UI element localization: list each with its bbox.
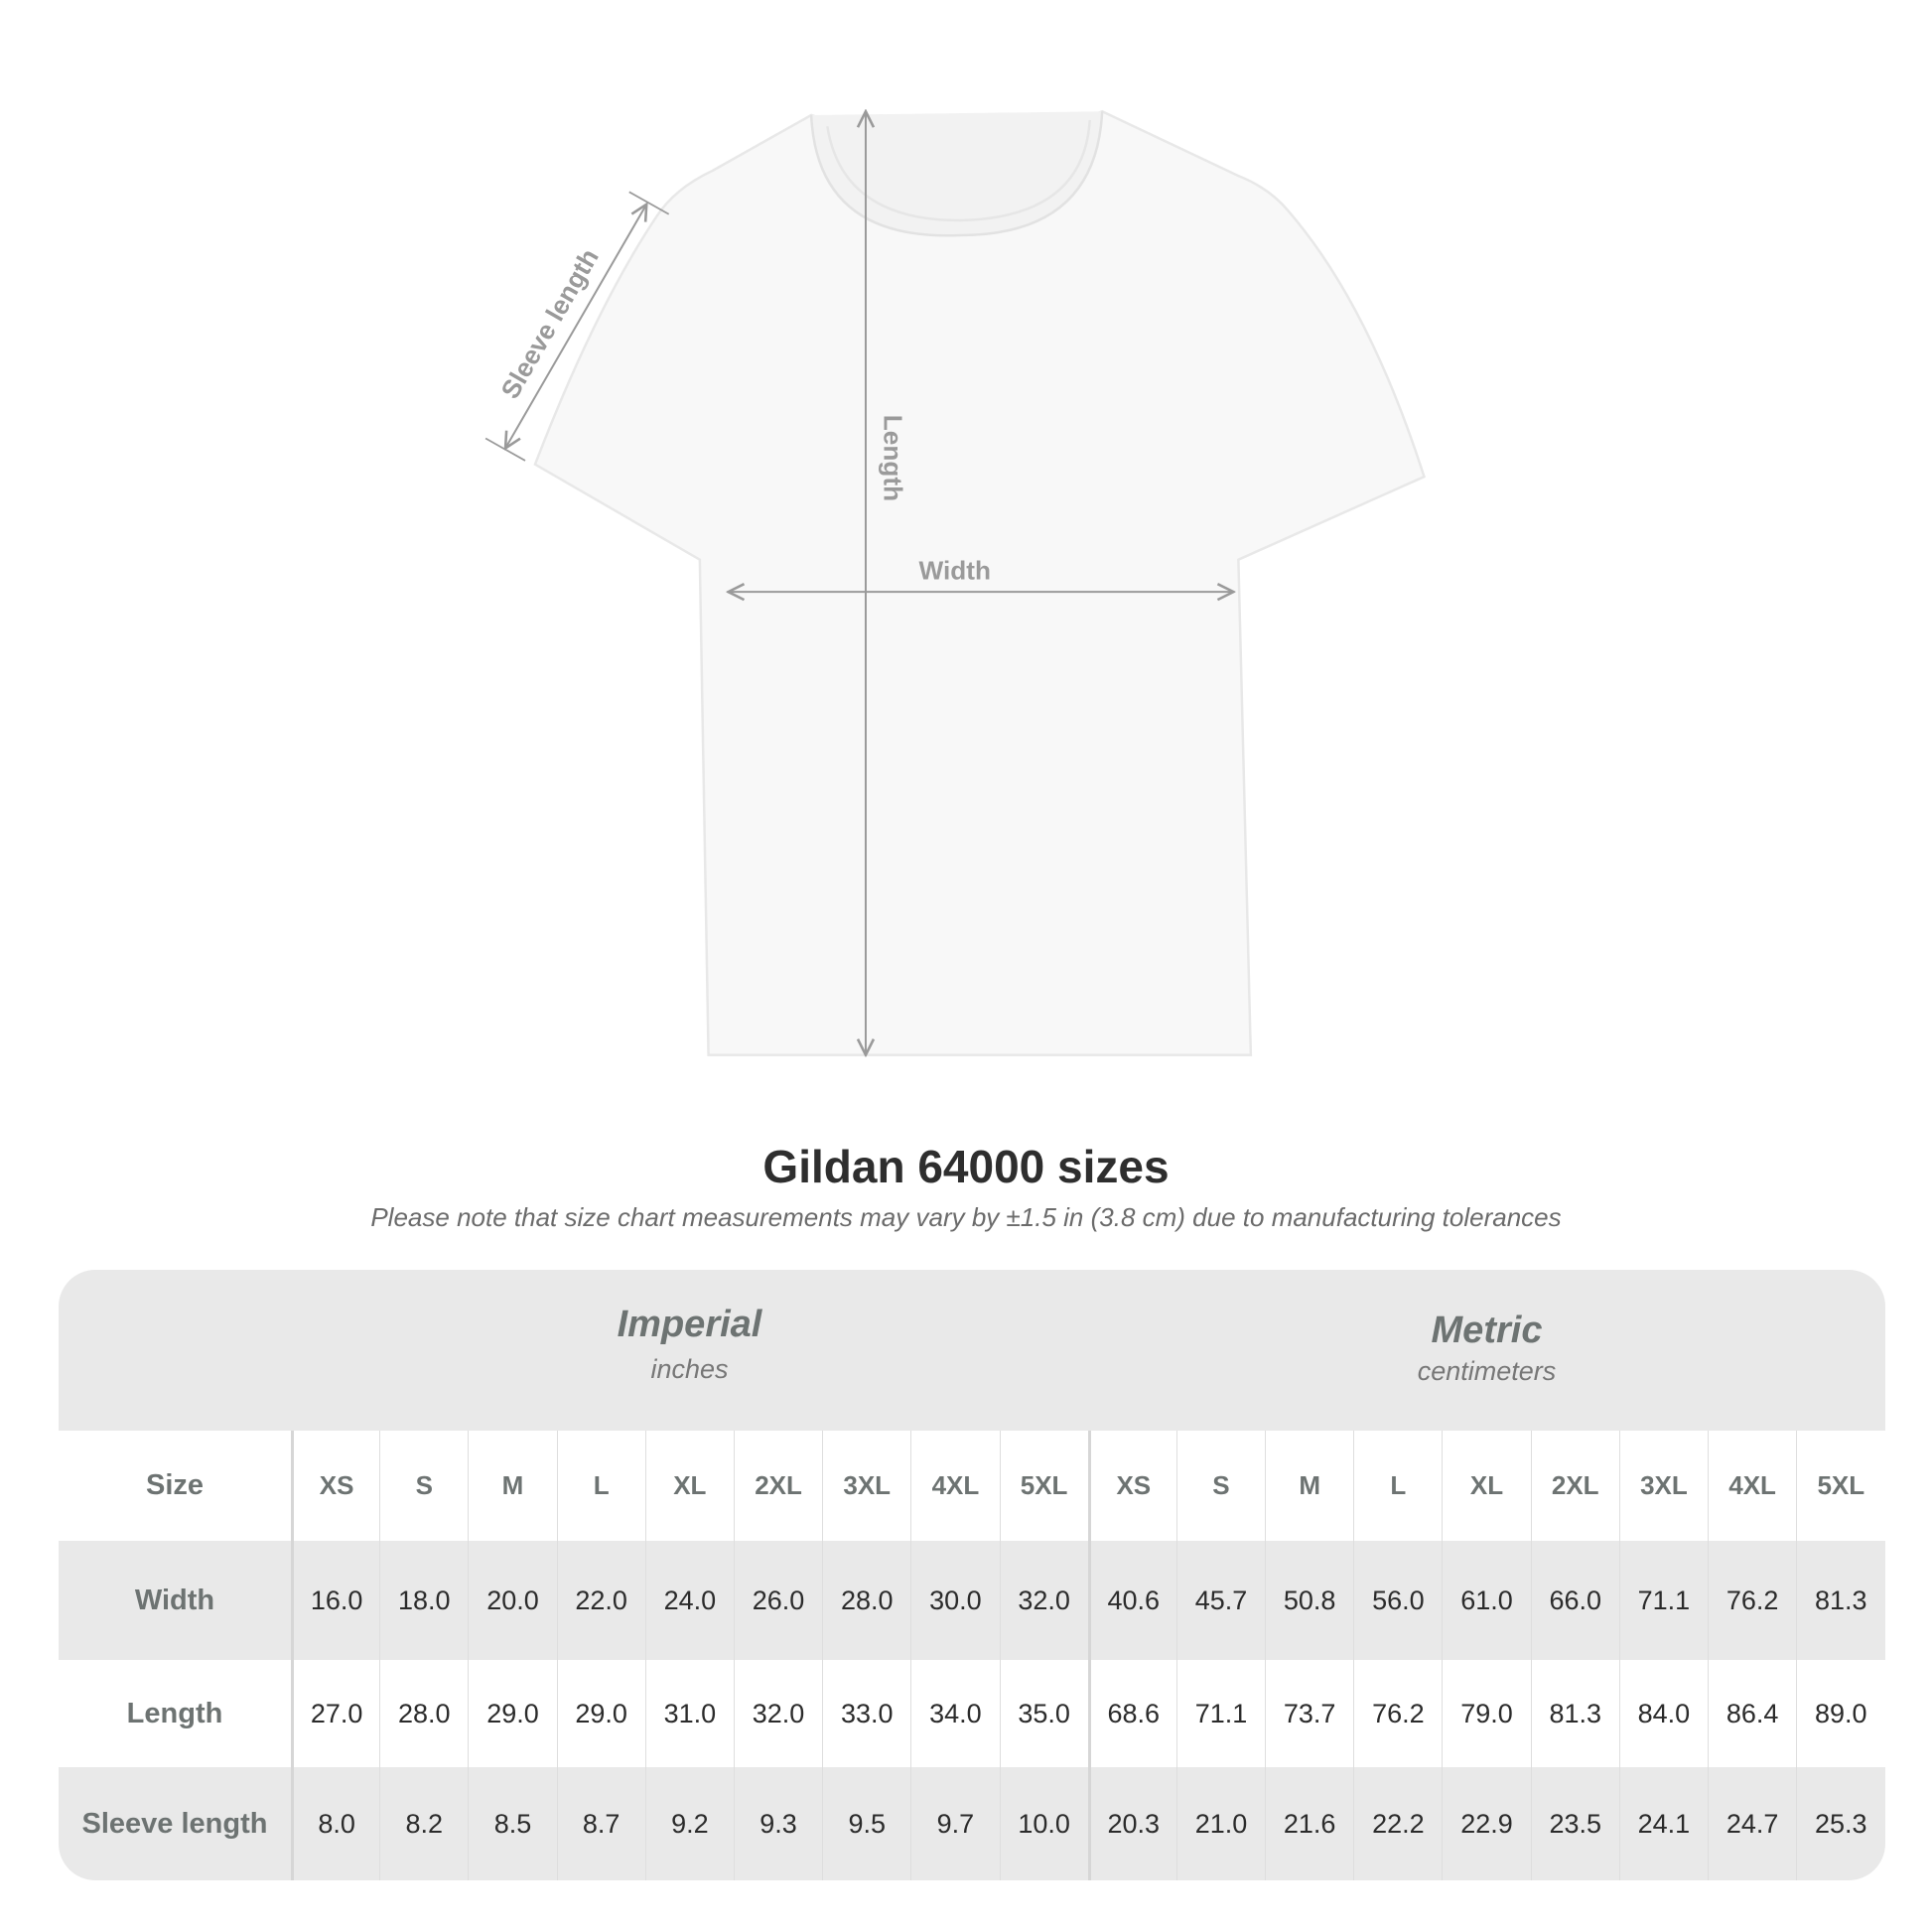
table-cell: 24.0 <box>644 1541 734 1660</box>
table-cell: 33.0 <box>822 1660 910 1767</box>
size-header-cell: 4XL <box>910 1431 999 1541</box>
row-label: Length <box>126 1697 223 1729</box>
size-header-cell: 3XL <box>822 1431 910 1541</box>
size-header-row: Size XS S M L XL 2XL 3XL 4XL 5XL XS S M L XL 2XL 3XL 4XL 5… <box>59 1431 1885 1541</box>
table-cell: 25.3 <box>1796 1767 1884 1880</box>
table-cell: 81.3 <box>1796 1541 1884 1660</box>
imperial-title: Imperial <box>617 1304 762 1345</box>
table-cell: 73.7 <box>1265 1660 1353 1767</box>
table-cell: 21.6 <box>1265 1767 1353 1880</box>
table-cell: 29.0 <box>556 1660 645 1767</box>
table-cell: 22.9 <box>1442 1767 1530 1880</box>
table-cell: 86.4 <box>1708 1660 1796 1767</box>
sleeve-arrow <box>505 205 646 449</box>
table-cell: 68.6 <box>1087 1660 1176 1767</box>
table-cell: 16.0 <box>291 1541 379 1660</box>
table-cell: 21.0 <box>1175 1767 1265 1880</box>
table-cell: 18.0 <box>379 1541 468 1660</box>
size-header-cell: XL <box>644 1431 734 1541</box>
table-cell: 8.5 <box>468 1767 556 1880</box>
table-row: Length 27.0 28.0 29.0 29.0 31.0 32.0 33.0 34.0 35… <box>59 1660 1885 1767</box>
size-header-cell: XS <box>291 1431 379 1541</box>
table-cell: 34.0 <box>910 1660 999 1767</box>
table-cell: 32.0 <box>733 1660 822 1767</box>
table-cell: 30.0 <box>910 1541 999 1660</box>
size-header-cell: XS <box>1087 1431 1176 1541</box>
table-cell: 8.0 <box>291 1767 379 1880</box>
table-cell: 40.6 <box>1087 1541 1176 1660</box>
table-cell: 32.0 <box>999 1541 1088 1660</box>
table-cell: 89.0 <box>1796 1660 1884 1767</box>
table-cell: 50.8 <box>1265 1541 1353 1660</box>
table-cell: 71.1 <box>1618 1541 1708 1660</box>
length-label: Length <box>879 415 908 501</box>
table-cell: 22.2 <box>1353 1767 1442 1880</box>
metric-unit: centimeters <box>1417 1356 1557 1386</box>
size-header-cell: 5XL <box>999 1431 1088 1541</box>
tshirt-diagram: Length Width Sleeve length <box>484 0 1426 1092</box>
table-cell: 76.2 <box>1353 1660 1442 1767</box>
table-row: Width 16.0 18.0 20.0 22.0 24.0 26.0 28.0 30.0 32.… <box>59 1541 1885 1660</box>
table-cell: 8.7 <box>556 1767 645 1880</box>
table-cell: 84.0 <box>1618 1660 1708 1767</box>
table-cell: 28.0 <box>379 1660 468 1767</box>
size-header-cell: 4XL <box>1708 1431 1796 1541</box>
table-cell: 24.7 <box>1708 1767 1796 1880</box>
table-cell: 56.0 <box>1353 1541 1442 1660</box>
page-title: Gildan 64000 sizes <box>762 1141 1170 1192</box>
table-cell: 28.0 <box>822 1541 910 1660</box>
size-header-cell: 2XL <box>733 1431 822 1541</box>
size-header-cell: S <box>379 1431 468 1541</box>
table-cell: 31.0 <box>644 1660 734 1767</box>
table-cell: 66.0 <box>1530 1541 1619 1660</box>
tolerance-note: Please note that size chart measurements… <box>370 1202 1562 1232</box>
imperial-header: Imperial inches <box>291 1270 1088 1431</box>
size-header-cell: M <box>468 1431 556 1541</box>
size-header-cell: S <box>1175 1431 1265 1541</box>
metric-title: Metric <box>1431 1310 1543 1351</box>
size-header-cell: 5XL <box>1796 1431 1884 1541</box>
table-cell: 10.0 <box>999 1767 1088 1880</box>
table-cell: 9.3 <box>733 1767 822 1880</box>
size-header-cell: 2XL <box>1530 1431 1619 1541</box>
table-row: Sleeve length 8.0 8.2 8.5 8.7 9.2 9.3 9.5 9.7 10.… <box>59 1767 1885 1880</box>
table-cell: 9.5 <box>822 1767 910 1880</box>
size-header-cell: L <box>556 1431 645 1541</box>
table-cell: 26.0 <box>733 1541 822 1660</box>
table-cell: 71.1 <box>1175 1660 1265 1767</box>
tshirt-collar <box>809 111 1104 237</box>
table-cell: 23.5 <box>1530 1767 1619 1880</box>
size-header-cell: XL <box>1442 1431 1530 1541</box>
table-cell: 45.7 <box>1175 1541 1265 1660</box>
imperial-unit: inches <box>650 1354 729 1384</box>
row-label: Sleeve length <box>81 1807 268 1840</box>
row-label: Width <box>134 1584 215 1616</box>
table-cell: 22.0 <box>556 1541 645 1660</box>
table-cell: 8.2 <box>379 1767 468 1880</box>
size-header-cell: M <box>1265 1431 1353 1541</box>
table-cell: 81.3 <box>1530 1660 1619 1767</box>
table-cell: 20.0 <box>468 1541 556 1660</box>
table-cell: 24.1 <box>1618 1767 1708 1880</box>
table-cell: 61.0 <box>1442 1541 1530 1660</box>
size-table: Imperial inches Metric centimeters Size X… <box>59 1270 1885 1880</box>
table-cell: 29.0 <box>468 1660 556 1767</box>
row-label: Size <box>145 1469 205 1501</box>
table-cell: 79.0 <box>1442 1660 1530 1767</box>
size-header-cell: L <box>1353 1431 1442 1541</box>
width-label: Width <box>919 556 991 586</box>
table-cell: 9.2 <box>644 1767 734 1880</box>
table-cell: 35.0 <box>999 1660 1088 1767</box>
table-cell: 9.7 <box>910 1767 999 1880</box>
size-header-cell: 3XL <box>1618 1431 1708 1541</box>
table-cell: 27.0 <box>291 1660 379 1767</box>
metric-header: Metric centimeters <box>1088 1270 1885 1431</box>
table-cell: 76.2 <box>1708 1541 1796 1660</box>
table-cell: 20.3 <box>1087 1767 1176 1880</box>
